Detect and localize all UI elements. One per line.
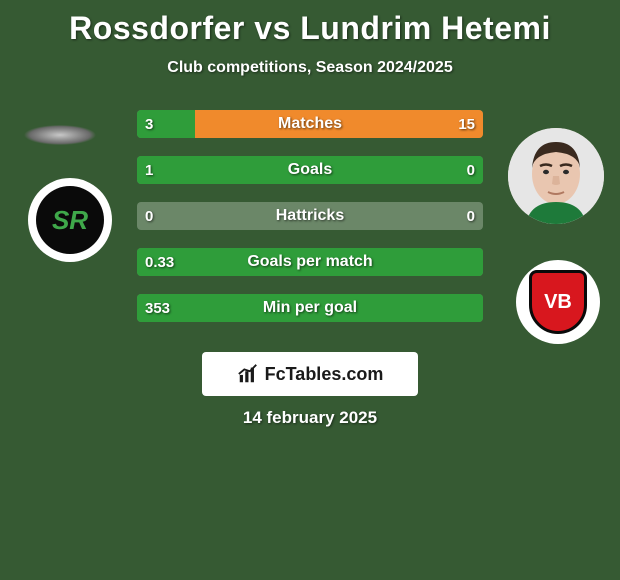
date-line: 14 february 2025 (0, 408, 620, 428)
stat-label: Hattricks (137, 202, 483, 230)
infographic-container: Rossdorfer vs Lundrim Hetemi Club compet… (0, 0, 620, 580)
stats-area: Matches315Goals10Hattricks00Goals per ma… (0, 110, 620, 340)
watermark: FcTables.com (202, 352, 418, 396)
watermark-text: FcTables.com (265, 364, 384, 385)
stat-label: Goals (137, 156, 483, 184)
page-title: Rossdorfer vs Lundrim Hetemi (0, 0, 620, 47)
stat-label: Goals per match (137, 248, 483, 276)
subtitle: Club competitions, Season 2024/2025 (0, 59, 620, 77)
stat-value-left: 3 (145, 110, 153, 138)
stat-row: Min per goal353 (137, 294, 483, 322)
stat-row: Matches3 15 (137, 110, 483, 138)
stat-value-right: 0 (467, 202, 475, 230)
stat-row: Goals per match0.33 (137, 248, 483, 276)
stat-row: Goals1 0 (137, 156, 483, 184)
stat-value-right: 0 (467, 156, 475, 184)
stat-value-right: 15 (458, 110, 475, 138)
stat-label: Matches (137, 110, 483, 138)
stat-value-left: 0.33 (145, 248, 174, 276)
stat-label: Min per goal (137, 294, 483, 322)
stat-value-left: 1 (145, 156, 153, 184)
stat-value-left: 353 (145, 294, 170, 322)
chart-icon (237, 363, 259, 385)
stat-row: Hattricks0 0 (137, 202, 483, 230)
stat-value-left: 0 (145, 202, 153, 230)
